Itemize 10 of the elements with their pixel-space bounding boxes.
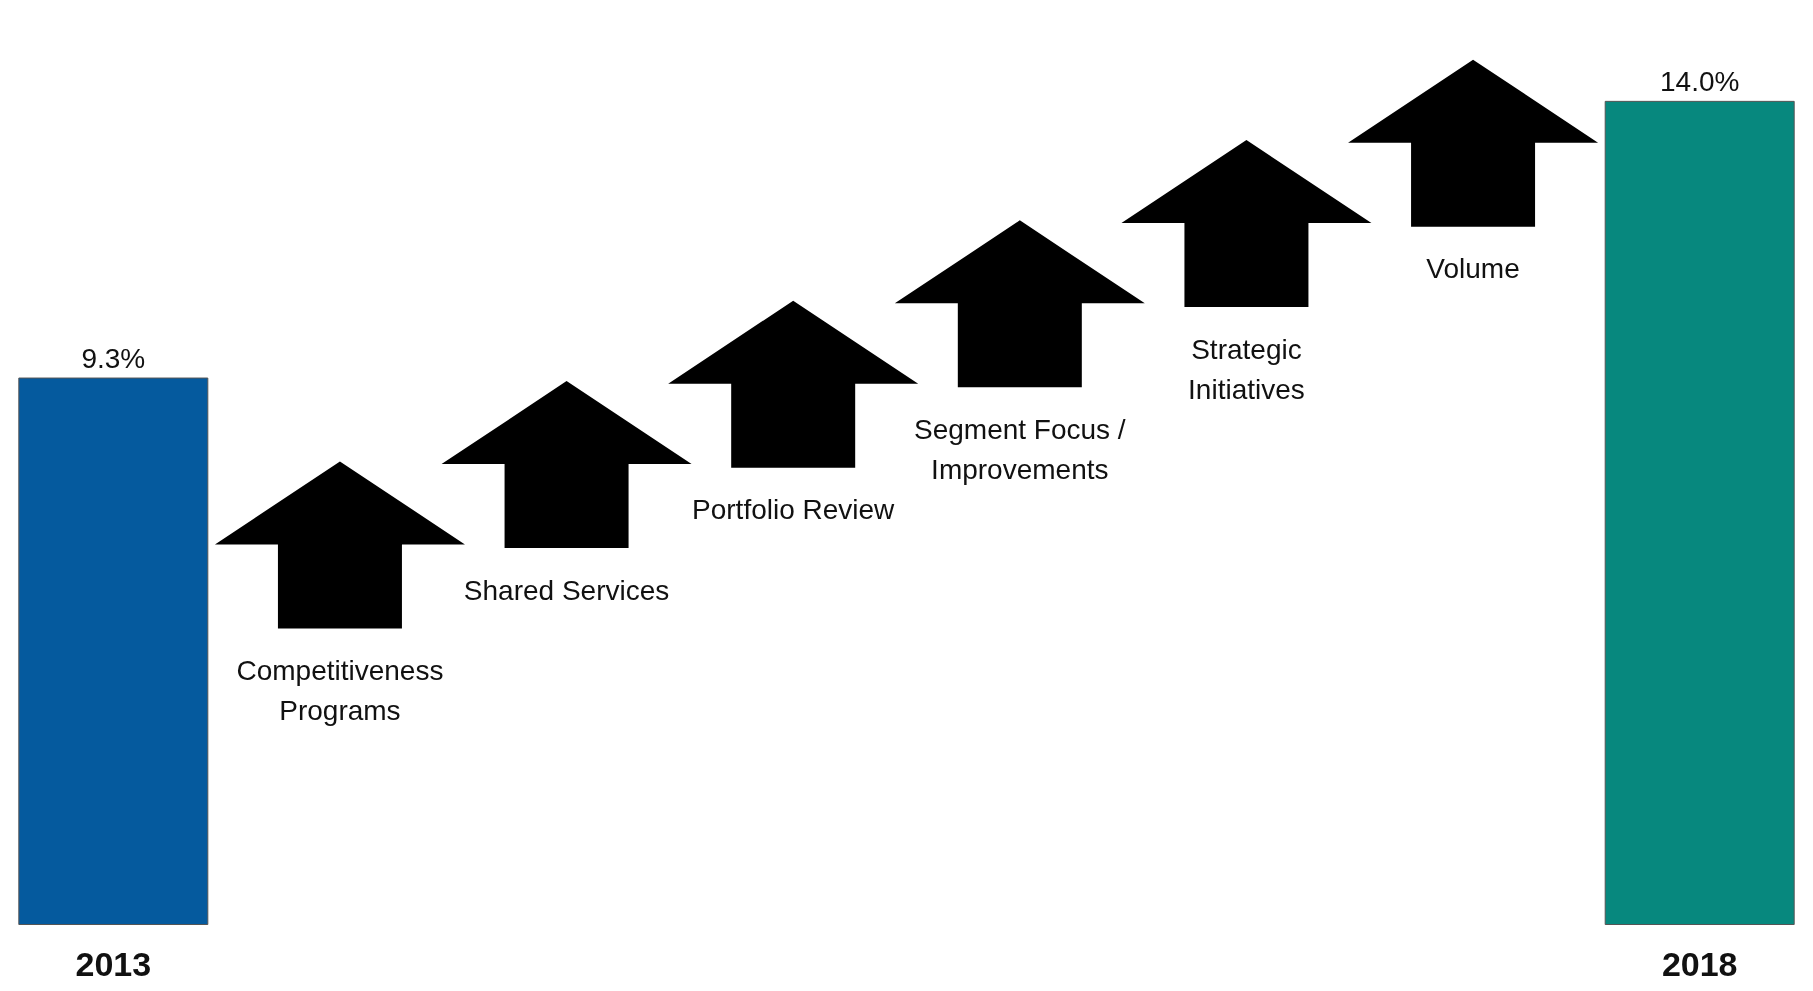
x-tick-label: 2018	[1661, 945, 1738, 983]
x-tick-label: 2013	[75, 945, 152, 983]
annotation: Competitiveness Programs	[236, 654, 444, 726]
annotation: Portfolio Review	[692, 494, 896, 526]
annotation: Segment Focus / Improvements	[913, 413, 1126, 485]
annotation: Strategic Initiatives	[1188, 333, 1305, 405]
data-label: 14.0%	[1659, 66, 1740, 98]
data-label: 9.3%	[81, 343, 146, 375]
annotation: Shared Services	[463, 574, 670, 606]
annotation: Volume	[1426, 253, 1520, 285]
